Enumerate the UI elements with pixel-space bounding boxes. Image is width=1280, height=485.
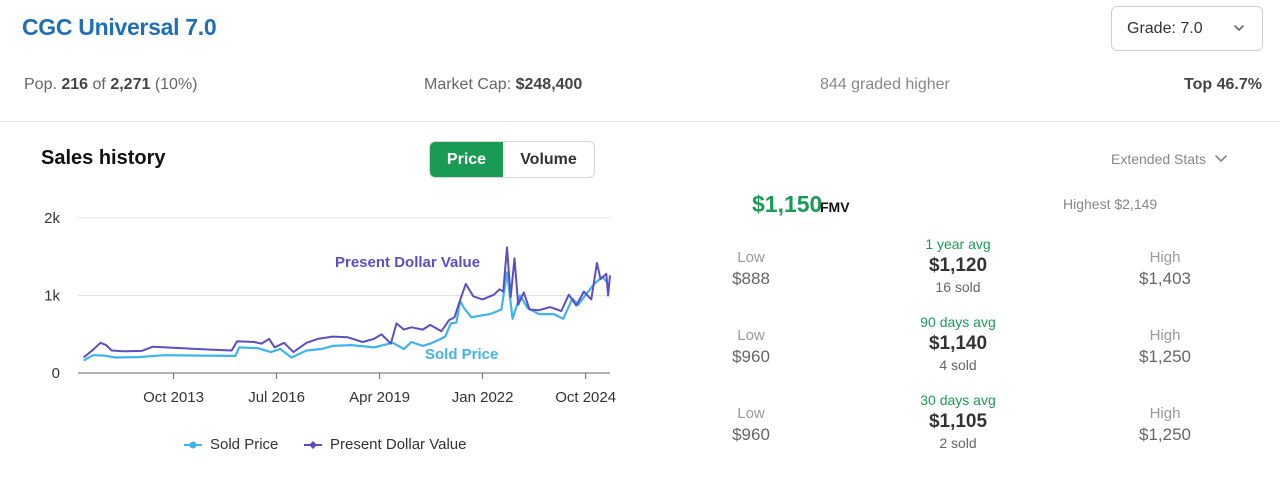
period-high: High $1,250 — [1105, 327, 1225, 367]
legend-item-present-dollar-value[interactable]: Present Dollar Value — [303, 436, 466, 453]
present-dollar-value-annotation: Present Dollar Value — [335, 254, 480, 271]
avg-value: $1,105 — [928, 411, 988, 432]
high-label: High — [1149, 327, 1181, 344]
price-volume-toggle: Price Volume — [429, 141, 595, 178]
legend-label-present-dollar-value: Present Dollar Value — [330, 436, 467, 453]
avg-label: 90 days avg — [920, 314, 996, 330]
population-stat: Pop. 216 of 2,271 (10%) — [24, 76, 198, 98]
x-tick-label: Oct 2024 — [555, 389, 616, 406]
fmv-value: $1,150 — [752, 191, 823, 217]
sold-price-annotation: Sold Price — [425, 346, 498, 363]
high-value: $1,250 — [1139, 425, 1191, 444]
graded-higher-stat: 844 graded higher — [820, 76, 950, 93]
y-tick-label: 0 — [52, 365, 60, 382]
period-low: Low $960 — [691, 327, 811, 367]
market-cap-stat: Market Cap: $248,400 — [424, 76, 582, 98]
tab-volume[interactable]: Volume — [520, 150, 577, 168]
sales-history-title: Sales history — [41, 147, 166, 169]
period-low: Low $888 — [691, 249, 811, 289]
highest-sale: Highest $2,149 — [1063, 196, 1158, 212]
page-title: CGC Universal 7.0 — [22, 14, 217, 40]
sold-count: 2 sold — [939, 435, 977, 451]
pop-label: Pop. — [24, 76, 57, 93]
chevron-down-icon — [1234, 25, 1244, 31]
x-tick-label: Oct 2013 — [143, 389, 204, 406]
pop-percent: (10%) — [154, 76, 198, 93]
sold-count: 4 sold — [939, 357, 977, 373]
present-dollar-legend-marker — [304, 440, 322, 449]
section-divider — [0, 121, 1280, 122]
y-tick-label: 2k — [44, 210, 60, 227]
period-high: High $1,403 — [1105, 249, 1225, 289]
high-label: High — [1149, 405, 1181, 422]
period-avg: 30 days avg $1,105 2 sold — [898, 392, 1018, 451]
x-tick-label: Jul 2016 — [248, 389, 305, 406]
legend-item-sold-price[interactable]: Sold Price — [183, 436, 278, 453]
tab-price[interactable]: Price — [430, 142, 503, 177]
present-dollar-value-line — [82, 246, 611, 359]
period-avg: 1 year avg $1,120 16 sold — [898, 236, 1018, 295]
grade-select-label: Grade: 7.0 — [1127, 19, 1203, 37]
high-value: $1,250 — [1139, 347, 1191, 366]
sold-price-legend-marker — [184, 441, 202, 448]
market-cap-label: Market Cap: — [424, 76, 512, 93]
low-value: $960 — [732, 347, 770, 366]
sales-history-chart: 0 1k 2k Oct 2013 Jul 2016 Apr 2019 Jan 2022 Oct… — [44, 210, 616, 406]
avg-value: $1,140 — [928, 333, 988, 354]
market-cap-value: $248,400 — [515, 76, 583, 93]
pop-count: 216 — [61, 76, 89, 93]
extended-stats-button[interactable]: Extended Stats — [1111, 151, 1228, 167]
legend-label-sold-price: Sold Price — [210, 436, 279, 453]
avg-value: $1,120 — [928, 255, 988, 276]
sold-count: 16 sold — [935, 279, 981, 295]
sold-price-line — [83, 271, 608, 362]
x-tick-label: Apr 2019 — [349, 389, 410, 406]
low-label: Low — [737, 405, 765, 422]
top-percent-stat: Top 46.7% — [1184, 76, 1262, 93]
period-low: Low $960 — [691, 405, 811, 445]
low-value: $888 — [732, 269, 770, 288]
avg-label: 30 days avg — [920, 392, 996, 408]
high-label: High — [1149, 249, 1181, 266]
extended-stats-label: Extended Stats — [1111, 151, 1206, 167]
period-high: High $1,250 — [1105, 405, 1225, 445]
avg-label: 1 year avg — [925, 236, 991, 252]
grade-select[interactable]: Grade: 7.0 — [1111, 6, 1263, 51]
low-label: Low — [737, 249, 765, 266]
fmv-label: FMV — [820, 199, 850, 215]
period-avg: 90 days avg $1,140 4 sold — [898, 314, 1018, 373]
chevron-down-icon — [1215, 155, 1227, 162]
pop-total: 2,271 — [110, 76, 151, 93]
pop-of: of — [92, 76, 106, 93]
y-tick-label: 1k — [44, 288, 60, 305]
low-value: $960 — [732, 425, 770, 444]
high-value: $1,403 — [1139, 269, 1191, 288]
low-label: Low — [737, 327, 765, 344]
x-tick-label: Jan 2022 — [452, 389, 514, 406]
